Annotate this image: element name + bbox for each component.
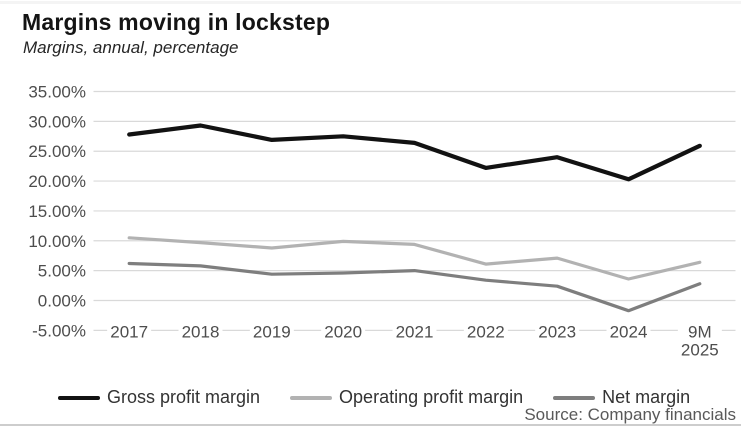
- y-axis-tick-label: 0.00%: [38, 292, 86, 311]
- series-line-operating-profit-margin: [127, 236, 702, 281]
- x-axis-label-backing: [321, 322, 366, 339]
- x-axis-label-backing: [107, 322, 152, 339]
- bottom-divider: [0, 424, 741, 426]
- gross-profit-margin-line-swatch: [58, 395, 100, 400]
- x-axis-label-backing: [677, 322, 722, 339]
- x-axis-tick-label: 2025: [681, 341, 719, 360]
- y-axis-tick-label: 10.00%: [28, 232, 86, 251]
- y-axis-tick-label: 20.00%: [28, 172, 86, 191]
- x-axis-tick-label: 2019: [253, 323, 291, 342]
- x-axis-label-backing: [463, 322, 508, 339]
- x-axis-label-backing: [178, 322, 223, 339]
- legend-label: Operating profit margin: [339, 387, 524, 407]
- series-line-gross-profit-margin: [127, 123, 702, 182]
- x-axis-label-backing: [535, 322, 580, 339]
- series-line-net-margin: [127, 261, 702, 313]
- x-axis-tick-label: 2022: [467, 323, 505, 342]
- x-axis-label-backing: [249, 322, 294, 339]
- x-axis-tick-label: 2017: [110, 323, 148, 342]
- chart-title: Margins moving in lockstep: [22, 9, 331, 35]
- y-axis-tick-label: 15.00%: [28, 202, 86, 221]
- source-note: Source: Company financials: [524, 405, 736, 424]
- x-axis-label-backing: [606, 322, 651, 339]
- chart-subtitle: Margins, annual, percentage: [23, 38, 239, 57]
- y-axis-tick-label: -5.00%: [32, 321, 86, 340]
- y-axis-tick-label: 35.00%: [28, 83, 86, 102]
- legend-item-net-margin: Net margin: [553, 387, 690, 408]
- legend-item-operating-profit-margin: Operating profit margin: [290, 387, 523, 408]
- legend-item-gross-profit-margin: Gross profit margin: [58, 387, 260, 408]
- legend-label: Net margin: [602, 387, 691, 407]
- x-axis-label-backing: [392, 322, 437, 339]
- x-axis-tick-label: 2021: [396, 323, 434, 342]
- x-axis-tick-label: 2024: [610, 323, 648, 342]
- chart-legend: Gross profit margin Operating profit mar…: [58, 387, 690, 408]
- operating-profit-margin-line-swatch: [290, 395, 333, 400]
- y-axis-tick-label: 5.00%: [38, 262, 86, 281]
- y-axis-tick-label: 25.00%: [28, 142, 86, 161]
- net-margin-line-swatch: [553, 395, 596, 400]
- x-axis-tick-label: 2018: [182, 323, 220, 342]
- top-divider: [0, 1, 741, 4]
- y-axis-tick-label: 30.00%: [28, 112, 86, 131]
- x-axis-tick-label: 2020: [324, 323, 362, 342]
- x-axis-tick-label: 2023: [538, 323, 576, 342]
- legend-label: Gross profit margin: [107, 387, 261, 407]
- x-axis-tick-label: 9M: [688, 323, 712, 342]
